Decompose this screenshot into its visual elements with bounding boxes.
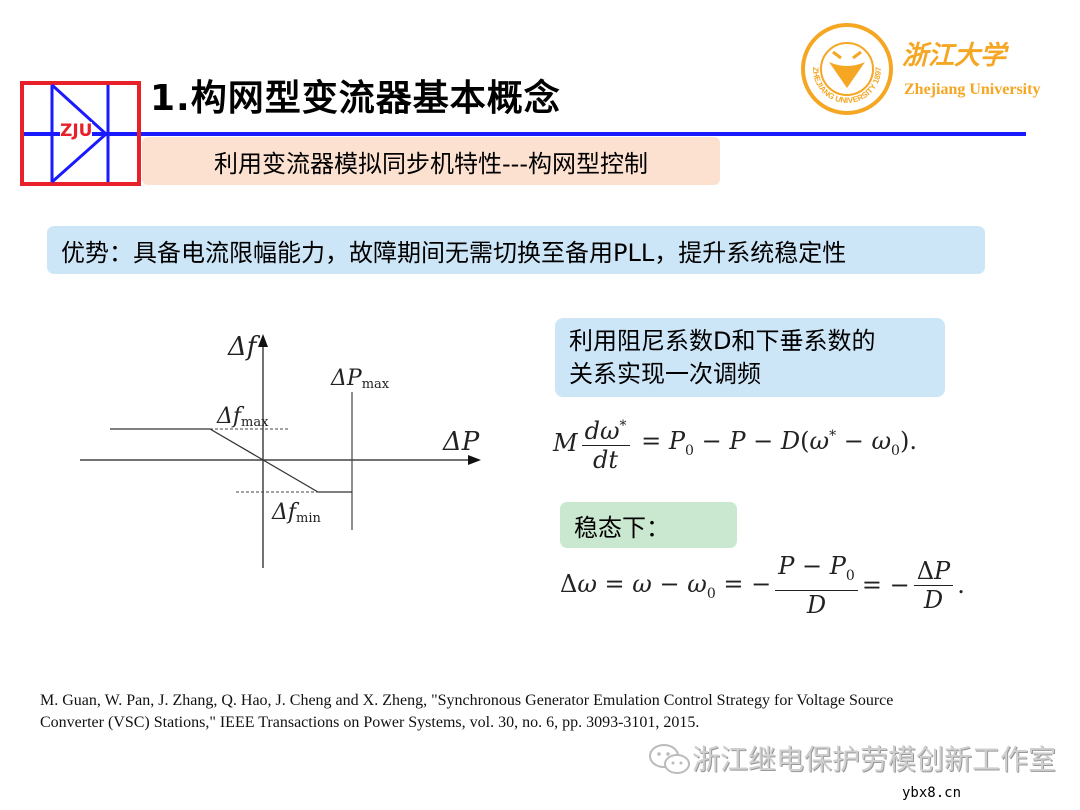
fmin-label: Δf min — [272, 500, 321, 526]
steady-state-equation: Δω = ω − ω0 = − P − P0 D = − ΔP D. — [560, 552, 965, 619]
droop-curve — [110, 428, 352, 493]
zju-logo-and-title-rule — [20, 81, 1026, 186]
reference: M. Guan, W. Pan, J. Zhang, Q. Hao, J. Ch… — [40, 690, 893, 734]
university-name-cn: 浙江大学 — [902, 41, 1007, 71]
subtitle-box: 利用变流器模拟同步机特性---构网型控制 — [142, 137, 720, 185]
university-name-en: Zhejiang University — [904, 81, 1041, 98]
subtitle: 利用变流器模拟同步机特性---构网型控制 — [214, 149, 648, 178]
logo-text: ZJU — [60, 121, 93, 141]
fmax-label: Δf max — [217, 404, 269, 430]
watermark: 浙江继电保护劳模创新工作室 — [648, 742, 1056, 778]
x-axis-label: ΔP — [443, 427, 480, 457]
advantage-text: 优势：具备电流限幅能力，故障期间无需切换至备用PLL，提升系统稳定性 — [61, 238, 847, 267]
pmax-label: ΔP max — [331, 366, 390, 392]
university-seal-icon: ZHEJIANG UNIVERSITY 1897 — [801, 23, 893, 115]
logo-frame — [20, 81, 141, 186]
x-axis-arrow — [468, 455, 481, 465]
y-axis-label: Δf — [228, 332, 257, 362]
advantage-box: 优势：具备电流限幅能力，故障期间无需切换至备用PLL，提升系统稳定性 — [47, 226, 985, 274]
y-axis-arrow — [258, 334, 268, 347]
watermark-text: 浙江继电保护劳模创新工作室 — [692, 743, 1057, 776]
steady-state-box: 稳态下： — [560, 502, 737, 548]
reference-line-1: M. Guan, W. Pan, J. Zhang, Q. Hao, J. Ch… — [40, 692, 894, 709]
site-watermark: ybx8.cn — [902, 784, 962, 802]
droop-diagram — [80, 334, 481, 568]
note-line-2: 关系实现一次调频 — [569, 360, 761, 388]
damping-note-box: 利用阻尼系数D和下垂系数的 关系实现一次调频 — [555, 318, 945, 397]
wechat-icon — [649, 744, 690, 774]
reference-line-2: Converter (VSC) Stations," IEEE Transact… — [40, 714, 700, 731]
page-title: 1.构网型变流器基本概念 — [150, 78, 561, 119]
note-line-1: 利用阻尼系数D和下垂系数的 — [569, 327, 876, 355]
diode-triangle — [50, 83, 109, 184]
steady-state-label: 稳态下： — [574, 513, 670, 542]
